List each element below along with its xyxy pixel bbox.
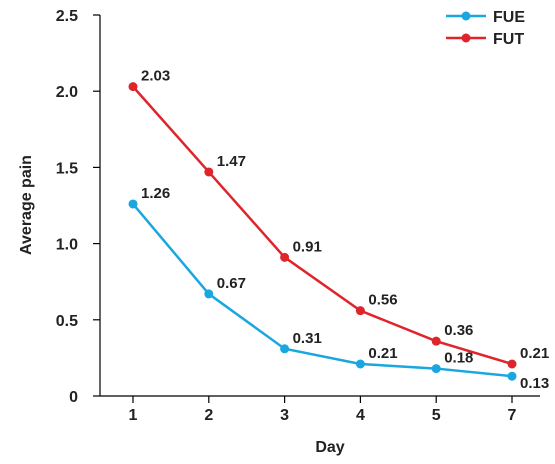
data-label: 2.03 bbox=[141, 68, 170, 85]
legend: FUE FUT bbox=[446, 9, 525, 48]
data-point bbox=[204, 167, 214, 177]
data-point bbox=[507, 359, 517, 369]
data-label: 0.21 bbox=[520, 345, 549, 362]
data-label: 0.91 bbox=[293, 238, 322, 255]
y-tick-label: 0.5 bbox=[56, 313, 78, 330]
series-line bbox=[132, 203, 513, 378]
data-point bbox=[355, 359, 365, 369]
legend-item-fut: FUT bbox=[446, 31, 524, 48]
data-point bbox=[355, 306, 365, 316]
series-line bbox=[132, 85, 513, 366]
data-label: 1.47 bbox=[217, 153, 246, 170]
legend-label: FUT bbox=[493, 31, 524, 48]
x-tick-label: 3 bbox=[280, 407, 289, 424]
data-point bbox=[280, 344, 290, 354]
y-tick-label: 2.0 bbox=[56, 84, 78, 101]
series-fue: 1.26 0.67 0.31 0.21 0.18 0.13 bbox=[128, 185, 549, 392]
data-label: 1.26 bbox=[141, 185, 170, 202]
data-label: 0.36 bbox=[444, 322, 473, 339]
x-tick-label: 1 bbox=[129, 407, 138, 424]
x-tick-label: 4 bbox=[356, 407, 365, 424]
legend-marker bbox=[461, 33, 471, 43]
data-point bbox=[280, 252, 290, 262]
y-tick-label: 1.0 bbox=[56, 237, 78, 254]
data-label: 0.56 bbox=[368, 292, 397, 309]
y-tick-label: 0 bbox=[69, 389, 78, 406]
data-label: 0.21 bbox=[368, 345, 397, 362]
legend-label: FUE bbox=[493, 9, 525, 26]
x-tick-label: 5 bbox=[432, 407, 441, 424]
legend-marker bbox=[461, 11, 471, 21]
data-point bbox=[128, 199, 138, 209]
data-point bbox=[507, 371, 517, 381]
x-tick-label: 2 bbox=[204, 407, 213, 424]
data-point bbox=[128, 82, 138, 92]
legend-item-fue: FUE bbox=[446, 9, 525, 26]
series-fut: 2.03 1.47 0.91 0.56 0.36 0.21 bbox=[128, 68, 549, 369]
series-layer: 1.26 0.67 0.31 0.21 0.18 0.13 2.03 1.47 0.91 0.56… bbox=[128, 68, 549, 392]
x-tick-label: 7 bbox=[508, 407, 517, 424]
y-axis-title: Average pain bbox=[18, 155, 35, 255]
data-label: 0.67 bbox=[217, 275, 246, 292]
data-label: 0.31 bbox=[293, 330, 322, 347]
y-tick-label: 1.5 bbox=[56, 160, 78, 177]
data-point bbox=[431, 336, 441, 346]
x-axis-title: Day bbox=[315, 439, 344, 456]
y-ticks: 0 0.5 1.0 1.5 2.0 2.5 bbox=[56, 8, 100, 406]
x-ticks: 1 2 3 4 5 7 bbox=[129, 396, 517, 424]
data-label: 0.13 bbox=[520, 375, 549, 392]
data-point bbox=[204, 289, 214, 299]
data-label: 0.18 bbox=[444, 350, 473, 367]
data-point bbox=[431, 364, 441, 374]
y-tick-label: 2.5 bbox=[56, 8, 78, 25]
